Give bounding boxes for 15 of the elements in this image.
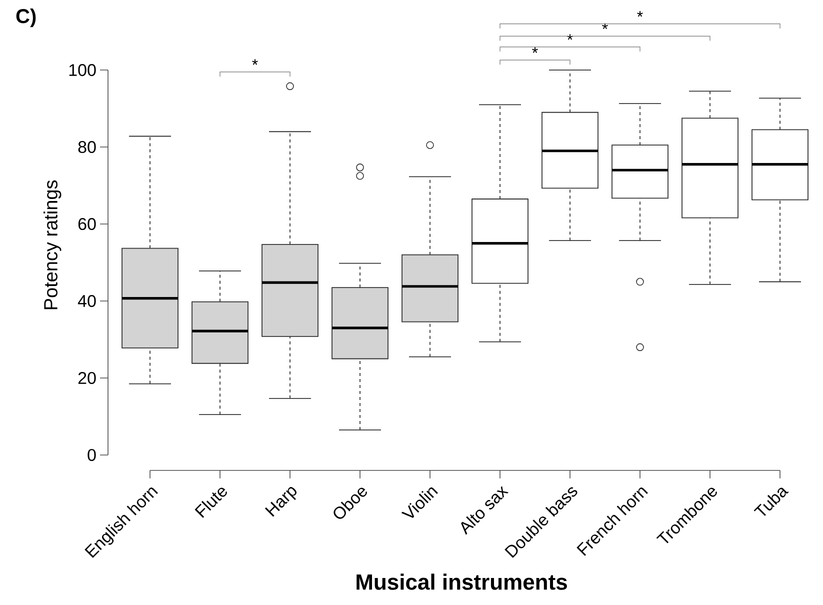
y-axis-title: Potency ratings bbox=[44, 180, 62, 310]
chart-title: C) bbox=[16, 8, 36, 28]
text: * bbox=[602, 23, 608, 30]
y-tick-label: 0 bbox=[88, 448, 96, 462]
y-tick-label: 60 bbox=[78, 218, 96, 230]
x-tick-label: Alto sax bbox=[461, 486, 509, 535]
text: * bbox=[252, 59, 258, 65]
y-tick-label: 100 bbox=[69, 64, 96, 76]
x-axis-title: Musical instruments bbox=[356, 574, 567, 590]
y-tick-label: 20 bbox=[78, 372, 96, 384]
y-tick-label: 80 bbox=[78, 141, 96, 154]
text: * bbox=[532, 47, 538, 53]
x-tick-label: Tuba bbox=[754, 488, 789, 516]
y-tick-label: 40 bbox=[78, 294, 96, 308]
text: * bbox=[637, 11, 643, 17]
